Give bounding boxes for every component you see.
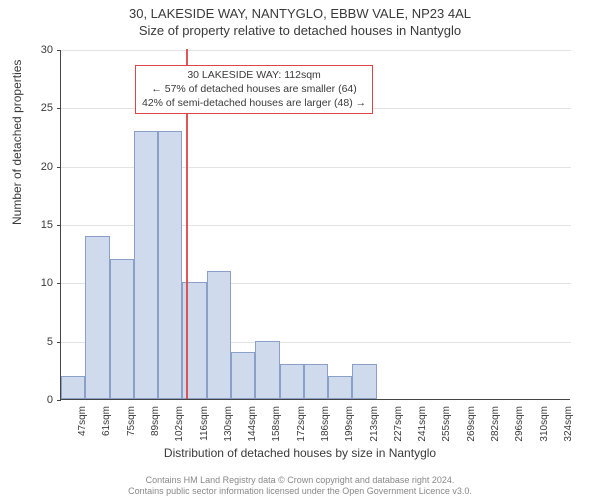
- y-tick-label: 5: [23, 336, 53, 348]
- x-tick-label: 158sqm: [271, 406, 282, 446]
- chart-title: 30, LAKESIDE WAY, NANTYGLO, EBBW VALE, N…: [0, 0, 600, 21]
- histogram-bar: [231, 352, 255, 399]
- x-tick-label: 296sqm: [514, 406, 525, 446]
- annotation-line: 30 LAKESIDE WAY: 112sqm: [142, 68, 366, 82]
- annotation-line: 42% of semi-detached houses are larger (…: [142, 96, 366, 110]
- x-tick-label: 130sqm: [223, 406, 234, 446]
- histogram-bar: [280, 364, 304, 399]
- x-tick-label: 241sqm: [417, 406, 428, 446]
- x-tick-label: 172sqm: [296, 406, 307, 446]
- x-tick-label: 61sqm: [101, 406, 112, 446]
- y-tick-label: 20: [23, 161, 53, 173]
- x-tick-label: 116sqm: [199, 406, 210, 446]
- x-tick-label: 310sqm: [539, 406, 550, 446]
- x-tick-label: 269sqm: [466, 406, 477, 446]
- footer: Contains HM Land Registry data © Crown c…: [0, 475, 600, 498]
- x-tick-label: 102sqm: [174, 406, 185, 446]
- footer-line: Contains HM Land Registry data © Crown c…: [0, 475, 600, 487]
- histogram-bar: [304, 364, 328, 399]
- histogram-bar: [328, 376, 352, 399]
- histogram-bar: [61, 376, 85, 399]
- x-tick-label: 324sqm: [563, 406, 574, 446]
- y-axis-label: Number of detached properties: [10, 60, 24, 225]
- x-axis-label: Distribution of detached houses by size …: [0, 446, 600, 460]
- annotation-line: ← 57% of detached houses are smaller (64…: [142, 82, 366, 96]
- annotation-box: 30 LAKESIDE WAY: 112sqm ← 57% of detache…: [135, 65, 373, 114]
- histogram-bar: [85, 236, 109, 399]
- x-tick-label: 144sqm: [247, 406, 258, 446]
- x-tick-label: 255sqm: [441, 406, 452, 446]
- x-tick-label: 199sqm: [344, 406, 355, 446]
- y-tick-label: 25: [23, 102, 53, 114]
- histogram-bar: [207, 271, 231, 399]
- chart-container: 30, LAKESIDE WAY, NANTYGLO, EBBW VALE, N…: [0, 0, 600, 500]
- chart-area: 05101520253047sqm61sqm75sqm89sqm102sqm11…: [60, 50, 570, 400]
- histogram-bar: [158, 131, 182, 399]
- y-tick-label: 15: [23, 219, 53, 231]
- histogram-bar: [352, 364, 376, 399]
- y-tick-label: 10: [23, 277, 53, 289]
- x-tick-label: 75sqm: [126, 406, 137, 446]
- x-tick-label: 47sqm: [77, 406, 88, 446]
- chart-subtitle: Size of property relative to detached ho…: [0, 21, 600, 38]
- histogram-bar: [255, 341, 279, 399]
- footer-line: Contains public sector information licen…: [0, 486, 600, 498]
- x-tick-label: 89sqm: [150, 406, 161, 446]
- x-tick-label: 282sqm: [490, 406, 501, 446]
- x-tick-label: 186sqm: [320, 406, 331, 446]
- y-tick-label: 30: [23, 44, 53, 56]
- histogram-bar: [110, 259, 134, 399]
- y-tick-label: 0: [23, 394, 53, 406]
- x-tick-label: 213sqm: [369, 406, 380, 446]
- histogram-bar: [134, 131, 158, 399]
- x-tick-label: 227sqm: [393, 406, 404, 446]
